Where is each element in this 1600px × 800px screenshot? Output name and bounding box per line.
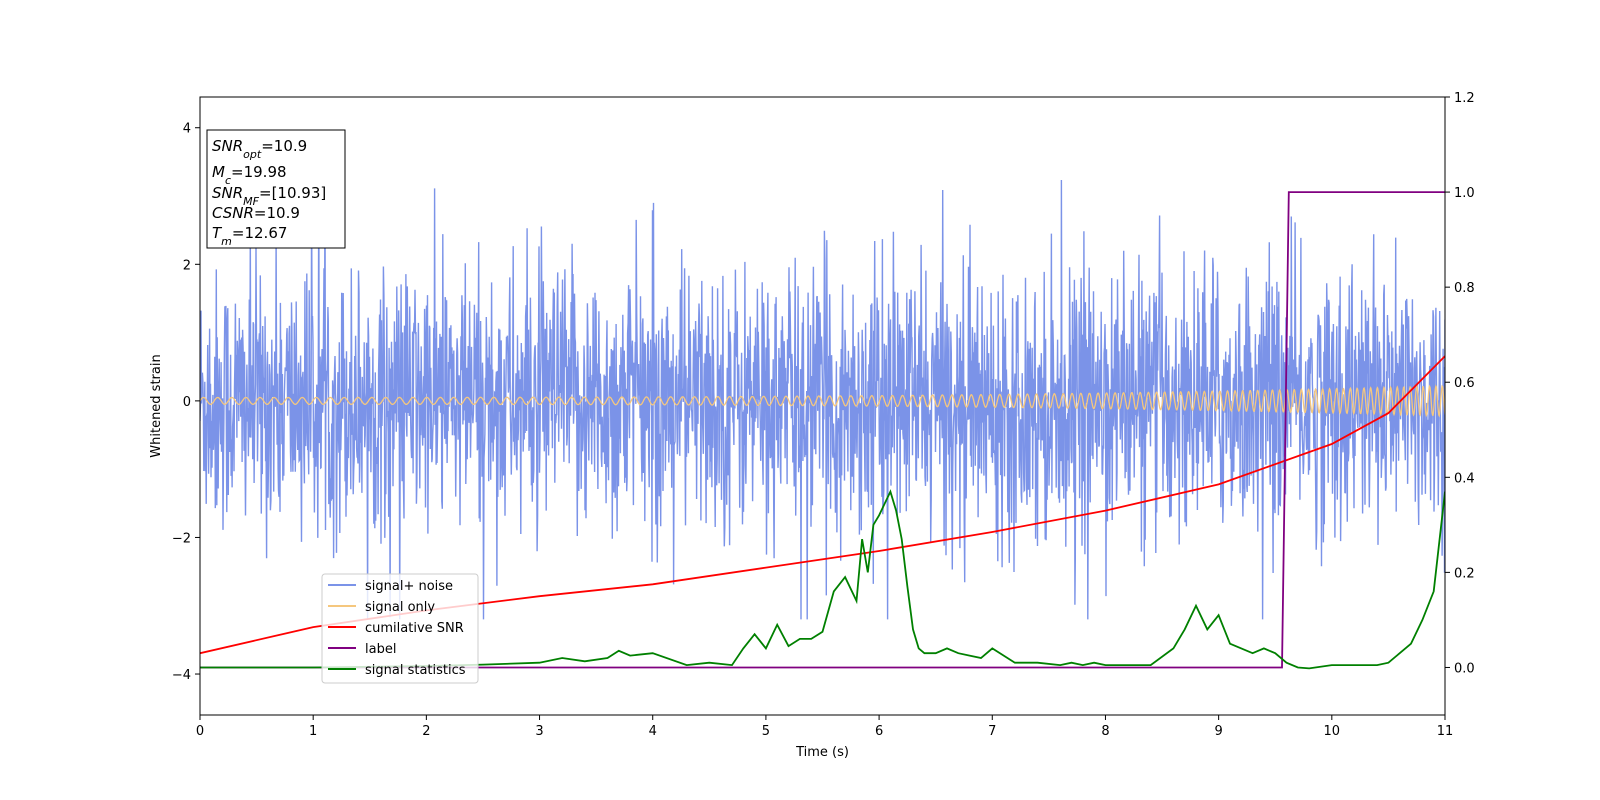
y2-tick-label: 1.2 [1454, 91, 1475, 106]
y2-tick-label: 0.8 [1454, 281, 1475, 296]
y2-tick-label: 0.2 [1454, 566, 1475, 581]
y2-tick-label: 1.0 [1454, 186, 1475, 201]
legend-label-signal-statistics: signal statistics [365, 663, 466, 678]
x-tick-label: 2 [422, 724, 430, 739]
y-tick-label: −4 [172, 668, 191, 683]
x-tick-label: 0 [196, 724, 204, 739]
series-label [200, 191, 1445, 669]
series-signal-statistics [200, 489, 1445, 670]
legend-label-label: label [365, 642, 396, 657]
legend-label-cumulative-snr: cumilative SNR [365, 621, 464, 636]
x-tick-label: 10 [1324, 724, 1341, 739]
annotation-csnr: CSNR=10.9 [212, 204, 300, 222]
y2-tick-label: 0.6 [1454, 376, 1475, 391]
axes-layer: 0 1 2 3 4 5 6 7 8 9 10 11 −4 −2 0 2 4 0.0 0.2 0.4 0.6 0.8 1.0 1… [149, 91, 1475, 760]
plot-frame [199, 96, 1446, 716]
x-tick-label: 1 [309, 724, 317, 739]
annotation-frame [206, 129, 346, 249]
annotation-mc: Mc=19.98 [212, 163, 287, 187]
x-tick-label: 7 [988, 724, 996, 739]
y-tick-label: 4 [183, 122, 191, 137]
x-axis-label: Time (s) [795, 745, 849, 760]
series-signal-noise [200, 153, 1445, 620]
legend: signal+ noise signal only cumilative SNR… [321, 573, 479, 684]
x-tick-label: 3 [535, 724, 543, 739]
legend-frame [321, 573, 479, 684]
legend-label-signal-only: signal only [365, 600, 435, 615]
legend-label-signal-noise: signal+ noise [365, 579, 453, 594]
x-tick-label: 9 [1214, 724, 1222, 739]
y2-tick-label: 0.4 [1454, 471, 1475, 486]
series-signal-only [200, 384, 1445, 418]
annotation-tm: Tm=12.67 [212, 224, 287, 248]
x-tick-label: 5 [762, 724, 770, 739]
y-tick-label: 0 [183, 395, 191, 410]
annotation-box: SNRopt=10.9 Mc=19.98 SNRMF=[10.93] CSNR=… [206, 129, 346, 249]
annotation-snr-opt: SNRopt=10.9 [212, 137, 307, 161]
x-tick-label: 6 [875, 724, 883, 739]
annotation-snr-mf: SNRMF=[10.93] [212, 184, 326, 208]
x-tick-label: 4 [649, 724, 657, 739]
y-tick-label: −2 [172, 531, 191, 546]
x-tick-label: 8 [1101, 724, 1109, 739]
y-tick-label: 2 [183, 258, 191, 273]
y2-tick-label: 0.0 [1454, 661, 1475, 676]
y-axis-label: Whitened strain [149, 354, 164, 457]
x-tick-label: 11 [1437, 724, 1454, 739]
